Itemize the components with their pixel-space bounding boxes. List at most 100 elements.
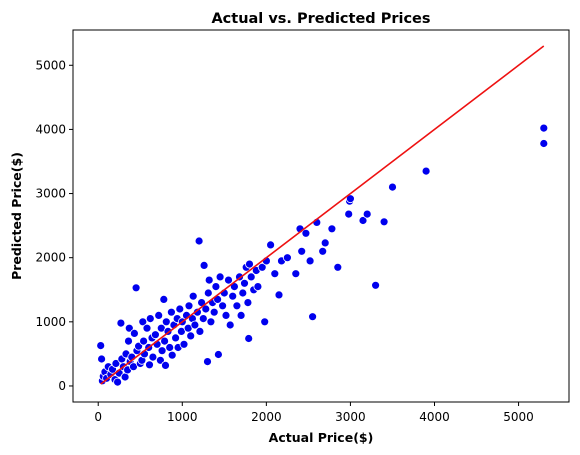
data-point (124, 336, 133, 346)
plot-frame (72, 29, 570, 403)
data-point (320, 238, 330, 248)
x-tick-label: 2000 (251, 410, 282, 424)
data-point (160, 336, 170, 346)
data-point (291, 269, 301, 279)
data-point (204, 275, 214, 285)
data-point (186, 331, 196, 341)
x-tick-label: 3000 (335, 410, 366, 424)
data-point (194, 236, 204, 246)
data-point (305, 256, 315, 266)
data-point (198, 314, 208, 324)
data-point (188, 291, 198, 301)
data-point (539, 139, 549, 148)
data-point (228, 291, 238, 301)
data-point (190, 320, 200, 330)
y-tick-label: 3000 (35, 187, 66, 201)
y-tick-label: 1000 (35, 315, 66, 329)
data-point (159, 294, 169, 304)
y-axis-label: Predicted Price($) (9, 152, 24, 280)
data-point (371, 280, 381, 290)
data-point (282, 253, 292, 263)
data-point (166, 307, 176, 317)
data-point (179, 339, 189, 349)
data-point (142, 323, 152, 333)
data-point (199, 260, 209, 270)
data-point (129, 328, 139, 338)
data-point (345, 194, 355, 204)
data-point (145, 360, 154, 370)
data-point (211, 282, 221, 292)
data-point (138, 317, 148, 327)
data-point (243, 298, 253, 308)
data-point (145, 314, 155, 324)
data-point (270, 269, 280, 279)
data-point (362, 209, 372, 219)
data-point (327, 224, 337, 234)
x-axis-label: Actual Price($) (269, 430, 374, 445)
points-layer (96, 123, 549, 387)
data-point (116, 318, 126, 328)
data-point (171, 333, 181, 343)
data-point (221, 310, 231, 320)
y-tick-label: 0 (58, 379, 66, 393)
data-point (161, 360, 170, 370)
data-point (213, 350, 223, 359)
data-point (301, 228, 311, 238)
data-point (246, 272, 256, 282)
data-point (184, 301, 194, 311)
data-point (96, 341, 106, 351)
data-point (344, 209, 354, 219)
x-axis-ticks: 0 1000 2000 3000 4000 5000 (94, 402, 534, 424)
y-axis-ticks: 0 1000 2000 3000 4000 5000 (35, 58, 73, 393)
data-point (240, 278, 249, 288)
data-point (236, 310, 246, 320)
y-tick-label: 2000 (35, 251, 66, 265)
y-tick-label: 5000 (35, 58, 66, 72)
x-tick-label: 0 (94, 410, 102, 424)
data-point (421, 166, 431, 176)
x-tick-label: 5000 (503, 410, 534, 424)
data-point (209, 307, 219, 317)
data-point (139, 336, 149, 346)
data-point (124, 323, 134, 333)
data-point (539, 123, 549, 133)
data-point (161, 317, 171, 327)
data-point (148, 352, 158, 362)
data-point (206, 317, 216, 327)
data-point (192, 307, 202, 317)
data-point (97, 354, 106, 364)
data-point (379, 217, 389, 227)
data-point (203, 288, 213, 298)
data-point (232, 301, 242, 311)
data-point (308, 312, 318, 322)
data-point (297, 246, 307, 256)
data-point (113, 377, 122, 387)
data-point (318, 246, 328, 256)
data-point (260, 317, 270, 327)
data-point (253, 282, 263, 292)
reference-line (100, 45, 545, 385)
data-point (238, 288, 248, 298)
data-point (358, 216, 368, 225)
data-point (274, 290, 284, 300)
data-point (333, 262, 343, 272)
data-point (150, 330, 160, 340)
chart-title: Actual vs. Predicted Prices (211, 11, 430, 27)
data-point (157, 346, 167, 356)
data-point (245, 259, 254, 269)
data-point (195, 326, 205, 336)
data-point (388, 182, 397, 192)
data-point (175, 304, 185, 314)
y-tick-label: 4000 (35, 122, 66, 136)
data-point (224, 275, 233, 285)
data-point (165, 343, 175, 352)
data-point (244, 334, 254, 343)
data-point (218, 301, 228, 311)
data-point (266, 240, 276, 250)
data-point (215, 272, 225, 282)
data-point (257, 262, 267, 272)
data-point (203, 357, 212, 367)
data-point (131, 283, 141, 293)
x-tick-label: 4000 (419, 410, 450, 424)
